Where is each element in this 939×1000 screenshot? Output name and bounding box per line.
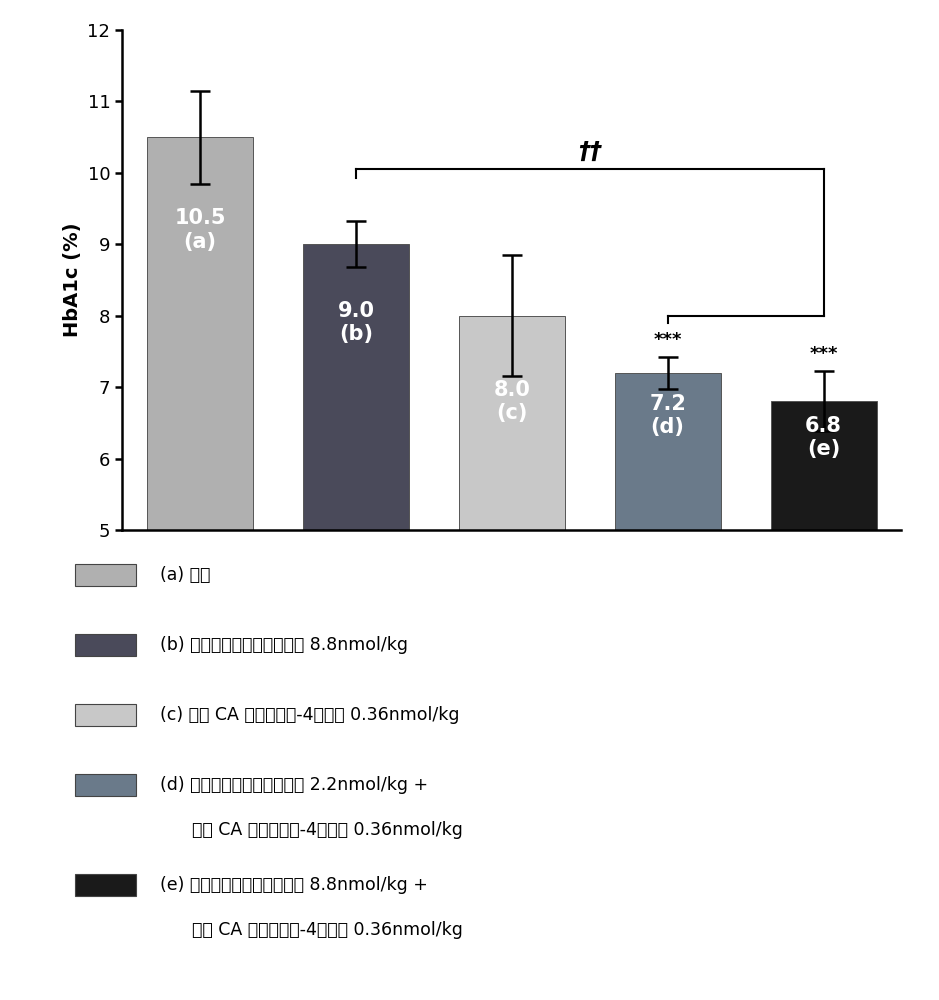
Y-axis label: HbA1c (%): HbA1c (%) bbox=[63, 223, 82, 337]
Text: 长效 CA 毒蛰外泌肽-4缓合物 0.36nmol/kg: 长效 CA 毒蛰外泌肽-4缓合物 0.36nmol/kg bbox=[192, 821, 463, 839]
Bar bbox=[615, 373, 720, 530]
Bar bbox=[147, 137, 253, 530]
Text: ***: *** bbox=[654, 331, 682, 349]
Text: (e) 长效胸岛素衍生物缓合物 8.8nmol/kg +: (e) 长效胸岛素衍生物缓合物 8.8nmol/kg + bbox=[160, 876, 427, 894]
Text: 6.8
(e): 6.8 (e) bbox=[805, 416, 842, 459]
Text: (d) 长效胸岛素衍生物缓合物 2.2nmol/kg +: (d) 长效胸岛素衍生物缓合物 2.2nmol/kg + bbox=[160, 776, 428, 794]
Text: (c) 长效 CA 毒蛰外泌肽-4缓合物 0.36nmol/kg: (c) 长效 CA 毒蛰外泌肽-4缓合物 0.36nmol/kg bbox=[160, 706, 459, 724]
Bar bbox=[771, 401, 876, 530]
Text: 7.2
(d): 7.2 (d) bbox=[649, 394, 686, 437]
Text: (b) 长效胸岛素衍生物缓合物 8.8nmol/kg: (b) 长效胸岛素衍生物缓合物 8.8nmol/kg bbox=[160, 636, 408, 654]
Bar bbox=[303, 244, 408, 530]
Bar bbox=[459, 316, 564, 530]
Text: (a) 介质: (a) 介质 bbox=[160, 566, 210, 584]
Text: 8.0
(c): 8.0 (c) bbox=[493, 380, 531, 423]
Text: 长效 CA 毒蛰外泌肽-4缓合物 0.36nmol/kg: 长效 CA 毒蛰外泌肽-4缓合物 0.36nmol/kg bbox=[192, 921, 463, 939]
Text: ††: †† bbox=[577, 140, 602, 164]
Text: 9.0
(b): 9.0 (b) bbox=[337, 301, 375, 344]
Text: ***: *** bbox=[809, 345, 838, 363]
Text: 10.5
(a): 10.5 (a) bbox=[175, 208, 225, 252]
